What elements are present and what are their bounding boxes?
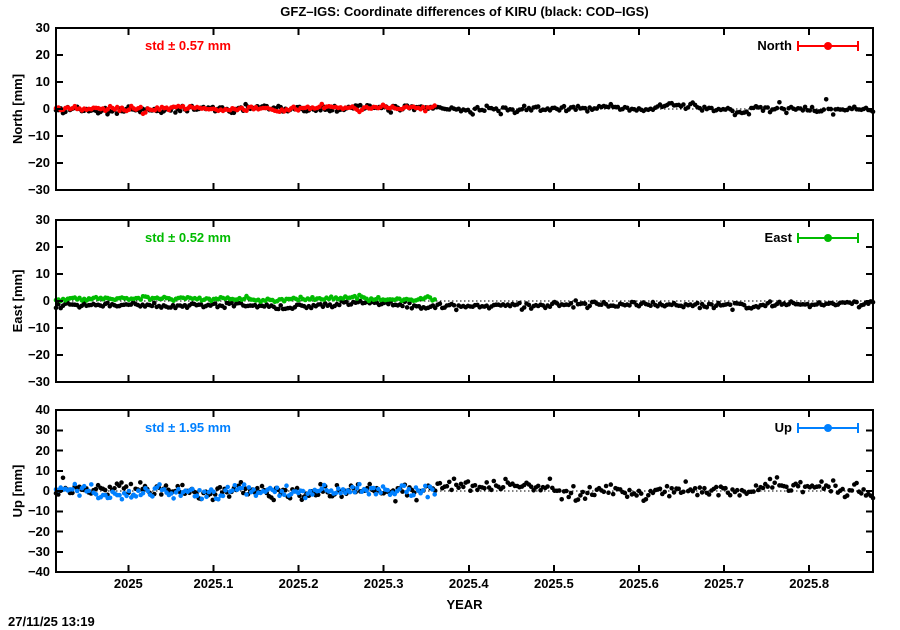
x-tick-label: 2025.6	[619, 576, 659, 591]
y-tick-label: 10	[35, 266, 50, 281]
y-tick-label: −10	[27, 128, 50, 143]
x-tick-label: 2025.8	[789, 576, 830, 591]
plot-timestamp: 27/11/25 13:19	[8, 614, 95, 629]
x-tick-label: 2025	[113, 576, 143, 591]
y-tick-label: −40	[27, 564, 50, 579]
x-tick-label: 2025.2	[278, 576, 319, 591]
y-tick-label: −30	[27, 543, 50, 559]
std-annotation-north: std ± 0.57 mm	[145, 38, 231, 53]
legend-label-east: East	[764, 230, 792, 245]
x-tick-label: 2025.1	[193, 576, 234, 591]
y-tick-label: −20	[27, 523, 50, 539]
y-tick-label: −20	[27, 155, 50, 170]
y-tick-label: 0	[42, 293, 50, 308]
y-tick-label: 20	[35, 47, 50, 62]
y-tick-label: −30	[27, 374, 50, 389]
y-tick-label: 30	[35, 422, 50, 438]
y-tick-label: 10	[35, 462, 50, 478]
x-tick-label: 2025.4	[448, 576, 489, 591]
y-tick-label: −10	[27, 320, 50, 335]
y-tick-label: 30	[35, 20, 50, 35]
y-tick-label: −30	[27, 182, 50, 197]
y-tick-label: 20	[35, 239, 50, 254]
y-tick-label: 20	[35, 442, 50, 458]
std-annotation-east: std ± 0.52 mm	[145, 230, 231, 245]
legend-label-north: North	[757, 38, 792, 53]
y-tick-label: 0	[42, 483, 50, 498]
y-tick-label: −20	[27, 347, 50, 362]
y-tick-label: 0	[42, 101, 50, 116]
legend-label-up: Up	[774, 420, 792, 435]
y-tick-label: 10	[35, 74, 50, 89]
y-tick-label: 40	[35, 402, 50, 417]
x-tick-label: 2025.5	[533, 576, 574, 591]
x-tick-label: 2025.3	[363, 576, 404, 591]
y-tick-label: −10	[27, 503, 50, 519]
y-tick-label: 30	[35, 212, 50, 227]
x-tick-label: 2025.7	[704, 576, 744, 591]
std-annotation-up: std ± 1.95 mm	[145, 420, 231, 435]
chart-title: GFZ–IGS: Coordinate differences of KIRU …	[280, 4, 649, 19]
x-axis-title: YEAR	[446, 597, 483, 612]
